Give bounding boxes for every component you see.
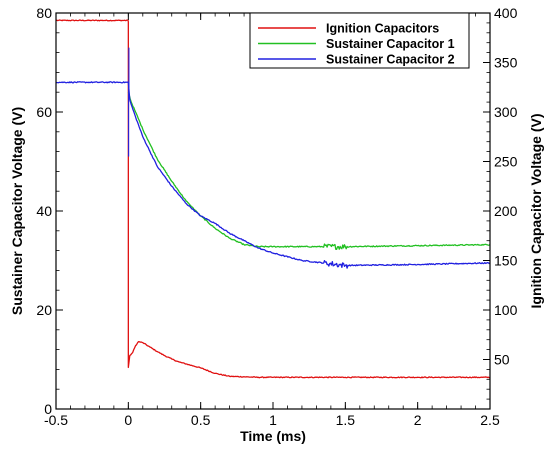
y-left-tick-label: 20 — [36, 302, 52, 318]
x-tick-label: 2 — [414, 412, 422, 428]
axes-layer: -0.5 0 0.5 1 1.5 2 2.5020406080501001502002503… — [9, 5, 544, 444]
x-tick-label: 1 — [269, 412, 277, 428]
y-left-tick-label: 0 — [44, 401, 52, 417]
y-right-tick-label: 400 — [494, 5, 518, 21]
series-layer — [55, 19, 491, 379]
legend-label-1: Ignition Capacitors — [326, 22, 439, 36]
x-tick-label: 2.5 — [480, 412, 500, 428]
x-tick-label: 0.5 — [191, 412, 211, 428]
legend-label-3: Sustainer Capacitor 2 — [326, 53, 455, 67]
y-right-tick-label: 250 — [494, 154, 518, 170]
y-left-axis-label: Sustainer Capacitor Voltage (V) — [9, 107, 25, 315]
y-left-tick-label: 60 — [36, 104, 52, 120]
legend-label-2: Sustainer Capacitor 1 — [326, 37, 455, 51]
y-right-tick-label: 150 — [494, 253, 518, 269]
x-tick-label: 0 — [124, 412, 132, 428]
x-tick-label: 1.5 — [336, 412, 356, 428]
y-right-tick-label: 100 — [494, 302, 518, 318]
series-line-1 — [55, 19, 491, 379]
x-axis-label: Time (ms) — [240, 428, 306, 444]
x-tick-label: -0.5 — [44, 412, 68, 428]
y-right-tick-label: 350 — [494, 55, 518, 71]
y-left-tick-label: 40 — [36, 203, 52, 219]
y-left-tick-label: 80 — [36, 5, 52, 21]
series-line-2 — [127, 92, 491, 250]
y-right-tick-label: 300 — [494, 104, 518, 120]
y-right-tick-label: 200 — [494, 203, 518, 219]
y-right-tick-label: 50 — [494, 352, 510, 368]
y-right-axis-label: Ignition Capacitor Voltage (V) — [528, 114, 544, 309]
